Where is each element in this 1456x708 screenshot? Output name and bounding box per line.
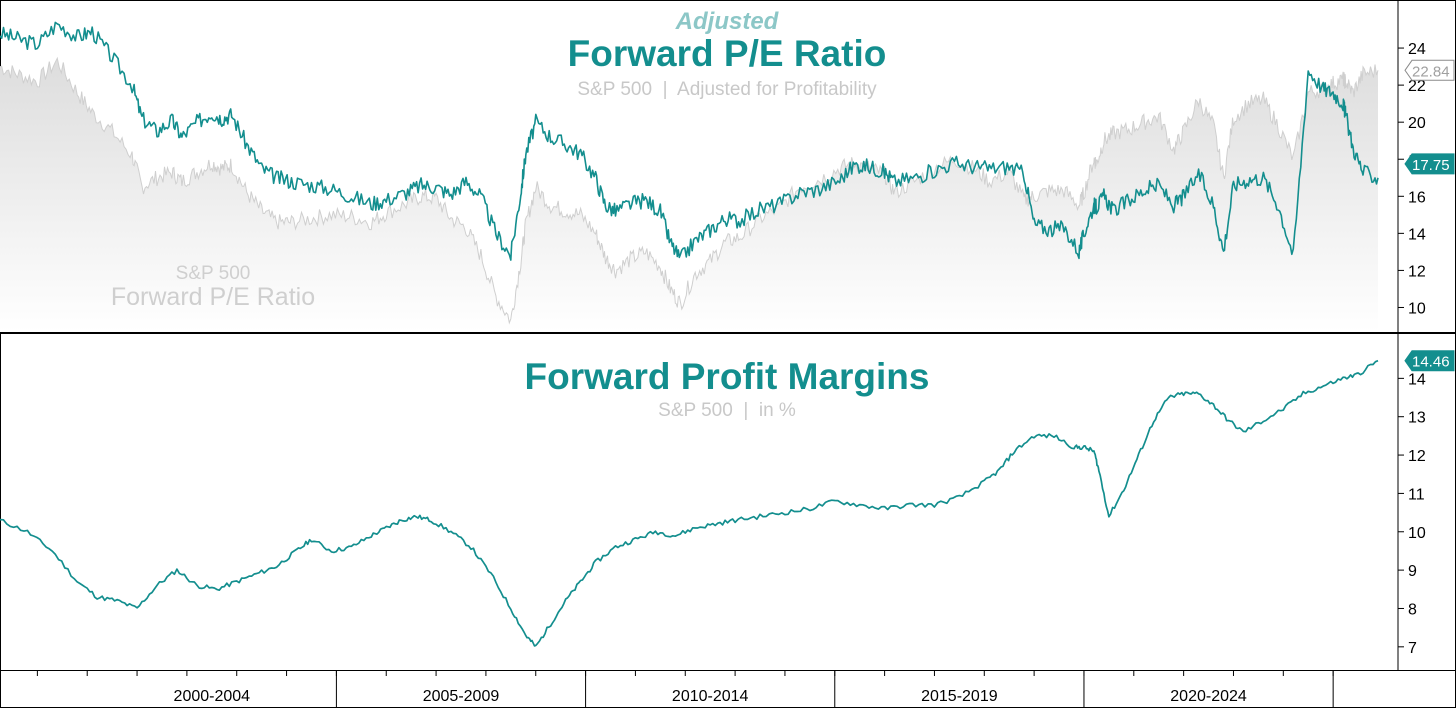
top-y-tick-label: 20 — [1408, 115, 1426, 132]
top-main-series-layer — [0, 21, 1379, 261]
bottom-y-tick-label: 10 — [1408, 525, 1426, 542]
bottom-y-tick-label: 14 — [1408, 371, 1426, 388]
bottom-y-tick-label: 7 — [1408, 640, 1417, 657]
x-axis-band — [0, 670, 1456, 708]
top-y-tick-label: 12 — [1408, 263, 1426, 280]
x-period-label: 2005-2009 — [423, 688, 500, 705]
top-y-tick-label: 16 — [1408, 189, 1426, 206]
top-last-value-tag: 17.75 — [1404, 153, 1455, 175]
bottom-y-tick-label: 12 — [1408, 448, 1426, 465]
bottom-y-tick-label: 8 — [1408, 601, 1417, 618]
shadow-series-area — [0, 58, 1378, 332]
bottom-chart-title: Forward Profit Margins — [525, 356, 930, 397]
x-period-label: 2020-2024 — [1170, 688, 1247, 705]
top-shadow-label-large: Forward P/E Ratio — [111, 283, 315, 311]
bottom-y-tick-label: 9 — [1408, 563, 1417, 580]
bottom-y-tick-label: 11 — [1408, 486, 1425, 503]
bottom-y-tick-label: 13 — [1408, 410, 1426, 427]
bottom-chart-subtitle: S&P 500 | in % — [658, 400, 796, 421]
top-y-tick-label: 10 — [1408, 300, 1426, 317]
margin-series-line — [0, 359, 1379, 647]
x-period-label: 2010-2014 — [672, 688, 749, 705]
top-y-tick-label: 14 — [1408, 226, 1426, 243]
top-chart-kicker: Adjusted — [675, 8, 780, 35]
top-y-tick-label: 24 — [1408, 41, 1426, 58]
bottom-main-series-layer — [0, 359, 1379, 647]
main-series-line — [0, 21, 1379, 261]
shadow-series-line — [0, 56, 1379, 325]
top-last-value-tag-text: 17.75 — [1412, 157, 1450, 174]
bottom-last-value-tag-shape — [1404, 350, 1455, 372]
top-shadow-last-value-tag-shape — [1404, 59, 1455, 81]
top-chart-subtitle: S&P 500 | Adjusted for Profitability — [577, 79, 877, 100]
bottom-last-value-tag: 14.46 — [1404, 350, 1455, 372]
top-y-tick-label: 22 — [1408, 78, 1426, 95]
x-period-label: 2015-2019 — [921, 688, 998, 705]
top-shadow-series-layer — [0, 56, 1379, 332]
x-axis: 2000-2004 2005-2009 2010-2014 2015-2019 2020… — [36, 670, 1334, 708]
top-shadow-last-value-tag: 22.84 — [1404, 59, 1455, 81]
x-period-label: 2000-2004 — [174, 688, 251, 705]
top-last-value-tag-shape — [1404, 153, 1455, 175]
top-shadow-label-small: S&P 500 — [176, 263, 251, 284]
top-shadow-last-value-tag-text: 22.84 — [1412, 63, 1450, 80]
top-chart-title: Forward P/E Ratio — [568, 33, 887, 74]
bottom-last-value-tag-text: 14.46 — [1412, 354, 1450, 371]
